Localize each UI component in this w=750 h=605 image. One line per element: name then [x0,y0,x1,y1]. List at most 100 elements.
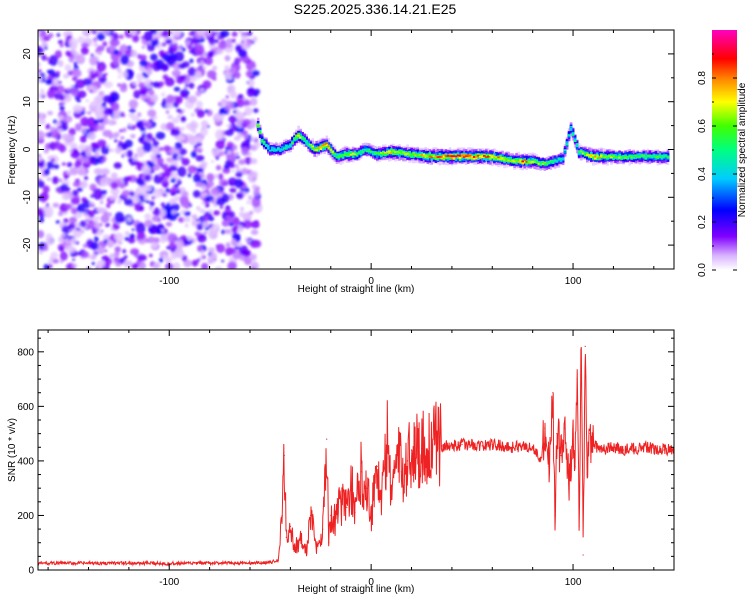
snr-point [283,454,285,457]
noise-speckle [227,150,232,155]
spectrogram-y-tick-label: -20 [22,237,33,252]
noise-speckle [138,261,146,269]
noise-speckle [138,82,145,89]
ridge-cell [325,142,329,145]
noise-speckle [113,261,117,265]
ridge-cell [311,147,314,151]
noise-speckle [164,51,169,55]
noise-speckle [225,215,231,220]
ridge-cell [569,127,573,131]
ridge-cell [606,155,609,158]
ridge-cell [262,141,266,143]
colorbar-tick-label: 0.6 [697,119,708,133]
noise-speckle [137,112,142,117]
ridge-cell [458,155,462,159]
noise-speckle [141,45,146,49]
ridge-cell [581,152,585,155]
noise-speckle [87,111,92,115]
noise-speckle [38,117,46,126]
ridge-cell [456,154,460,157]
noise-speckle [52,163,60,170]
noise-speckle [227,89,234,94]
noise-speckle [75,54,86,65]
noise-speckle [208,228,219,240]
noise-speckle [190,112,195,117]
noise-speckle [165,110,170,114]
noise-speckle [96,105,105,113]
noise-speckle [239,245,248,256]
noise-speckle [170,129,181,137]
noise-speckle [100,65,105,70]
ridge-cell [527,158,530,163]
noise-speckle [128,237,136,244]
noise-speckle [90,195,94,198]
noise-speckle [122,127,127,133]
ridge-cell [412,152,415,155]
noise-speckle [99,200,104,205]
ridge-cell [291,142,294,144]
colorbar-tick-label: 0.2 [697,215,708,229]
ridge-cell [660,156,664,159]
snr-point [249,562,251,564]
snr-x-label: Height of straight line (km) [298,584,415,595]
noise-speckle [231,38,236,43]
noise-speckle [52,258,59,264]
noise-speckle [93,42,98,47]
noise-speckle [137,79,142,83]
ridge-cell [345,152,349,156]
noise-speckle [114,146,122,154]
noise-speckle [215,139,225,150]
noise-speckle [77,166,87,177]
ridge-cell [327,146,331,150]
noise-speckle [207,247,215,253]
ridge-cell [396,151,399,153]
noise-speckle [213,210,220,216]
ridge-cell [341,155,345,158]
noise-speckle [161,179,169,188]
noise-speckle [72,230,82,238]
frequency-ridge [256,117,670,171]
snr-point [441,445,443,447]
snr-background [38,330,674,570]
noise-speckle [177,114,181,118]
snr-point [612,446,615,448]
ridge-cell [666,156,670,159]
ridge-cell [517,159,520,163]
noise-speckle [53,86,58,90]
noise-speckle [63,218,69,224]
ridge-cell [483,155,486,157]
snr-point [310,514,312,517]
ridge-cell [458,155,462,157]
ridge-cell [499,156,502,160]
noise-speckle [174,248,185,259]
snr-point [481,445,483,447]
ridge-cell [541,163,545,165]
noise-speckle [113,252,120,257]
noise-speckle [96,229,103,236]
snr-point [209,562,211,564]
noise-speckle [46,69,52,74]
noise-speckle [45,57,50,61]
noise-speckle [157,153,161,158]
ridge-cell [349,152,353,156]
noise-speckle [59,43,64,48]
snr-point [461,443,463,446]
ridge-cell [571,133,575,136]
noise-speckle [178,148,187,156]
noise-speckle [43,245,49,252]
noise-speckle [69,167,79,176]
noise-speckle [166,122,175,130]
ridge-cell [283,144,286,149]
noise-speckle [144,123,148,127]
noise-speckle [221,98,227,104]
noise-speckle [102,41,108,47]
snr-point [552,392,554,394]
snr-point [128,562,130,564]
noise-speckle [41,42,48,48]
ridge-cell [533,159,537,163]
colorbar-tick-label: 0.8 [697,71,708,85]
noise-speckle [83,175,89,181]
noise-speckle [82,251,90,258]
noise-speckle [184,211,191,217]
colorbar-ticks: 0.0 0.2 0.4 0.6 0.8 [697,53,737,277]
